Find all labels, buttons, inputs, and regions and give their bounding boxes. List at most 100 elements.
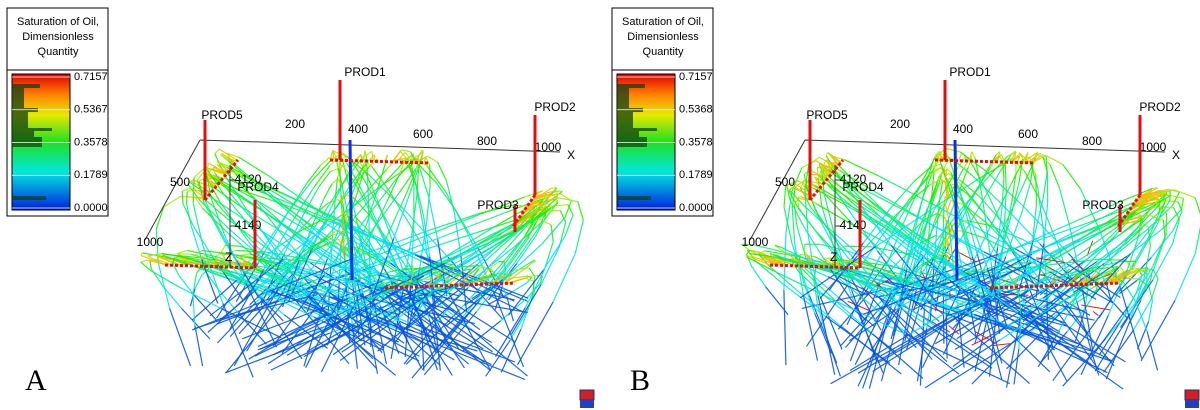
streamline <box>314 183 343 228</box>
streamline <box>1135 211 1142 218</box>
streamline <box>241 297 350 340</box>
streamline <box>1129 268 1155 315</box>
streamline <box>374 217 398 267</box>
streamline <box>997 236 1005 298</box>
streamline <box>1049 163 1060 188</box>
streamline <box>423 157 427 163</box>
panel: 200 400 600 800 1000X500100041204140ZPROD1PR… <box>6 7 595 408</box>
streamline <box>783 251 808 267</box>
streamline <box>1147 205 1173 230</box>
streamline <box>791 207 796 245</box>
streamline <box>272 274 325 347</box>
streamline <box>414 251 477 298</box>
streamline <box>1119 285 1143 359</box>
streamline <box>911 184 931 200</box>
streamline <box>963 204 988 224</box>
streamline <box>817 177 823 205</box>
streamline <box>426 267 441 274</box>
streamline <box>902 181 923 224</box>
streamline <box>238 156 271 178</box>
streamline <box>401 149 411 153</box>
streamline <box>248 328 299 360</box>
streamline <box>788 189 803 205</box>
well-label: PROD3 <box>477 198 519 212</box>
streamline <box>1019 152 1024 160</box>
streamline <box>282 193 343 223</box>
streamline <box>155 206 165 230</box>
streamline <box>957 214 970 254</box>
streamline <box>1180 198 1184 210</box>
legend-tick-label: 0.7157 <box>74 71 108 83</box>
streamline <box>1013 151 1017 163</box>
streamline <box>930 163 942 168</box>
well-horizontal <box>510 194 537 229</box>
streamline <box>1174 252 1197 301</box>
streamline <box>1011 174 1017 202</box>
streamline <box>1065 200 1123 227</box>
streamline <box>1026 269 1084 287</box>
streamline <box>1137 192 1163 200</box>
streamline <box>1160 192 1164 196</box>
streamline <box>222 261 254 277</box>
well-horizontal <box>384 281 516 290</box>
streamline <box>514 227 539 264</box>
streamline <box>878 296 933 360</box>
streamline <box>341 184 352 230</box>
streamline <box>373 254 398 271</box>
streamline <box>140 252 143 256</box>
streamline <box>1172 211 1183 231</box>
streamline <box>828 266 866 321</box>
streamline <box>494 307 526 357</box>
streamline <box>303 186 320 215</box>
streamline <box>1103 220 1128 244</box>
streamline <box>318 171 331 188</box>
streamline <box>1168 188 1180 193</box>
streamline <box>1023 170 1040 199</box>
streamline <box>497 208 526 226</box>
streamline <box>1121 187 1153 202</box>
x-tick-label: 400 <box>953 122 973 136</box>
streamline <box>425 309 466 369</box>
streamline <box>1032 155 1042 164</box>
streamline <box>818 156 838 169</box>
streamline <box>294 214 315 236</box>
streamline <box>786 183 795 186</box>
streamline <box>342 160 350 187</box>
streamline <box>263 272 293 291</box>
streamline <box>363 180 387 220</box>
streamline <box>177 285 222 310</box>
streamline <box>313 202 329 216</box>
streamline <box>185 203 192 227</box>
streamline <box>808 275 836 301</box>
streamline <box>198 178 204 182</box>
streamline <box>376 198 394 241</box>
streamline <box>854 292 892 365</box>
streamline <box>848 308 897 342</box>
streamline <box>263 221 293 270</box>
streamline <box>514 267 530 271</box>
streamline <box>272 301 380 356</box>
streamline <box>1171 219 1180 245</box>
streamline <box>226 152 235 166</box>
streamline <box>388 297 427 325</box>
streamline <box>927 167 941 179</box>
streamline <box>468 269 473 276</box>
streamline <box>916 258 1004 306</box>
streamline <box>341 164 350 174</box>
streamline <box>491 275 495 277</box>
streamline <box>232 280 305 308</box>
streamline <box>1140 300 1176 362</box>
streamline <box>901 265 924 286</box>
streamline <box>1104 303 1136 340</box>
streamline <box>140 261 152 272</box>
streamline <box>774 244 782 248</box>
streamline <box>796 198 800 209</box>
streamline <box>524 277 534 282</box>
streamline <box>1136 222 1159 261</box>
streamline <box>958 190 973 223</box>
injector <box>953 139 959 281</box>
streamline <box>460 256 468 313</box>
streamline <box>750 253 772 258</box>
streamline <box>341 294 429 353</box>
streamline <box>282 214 342 260</box>
